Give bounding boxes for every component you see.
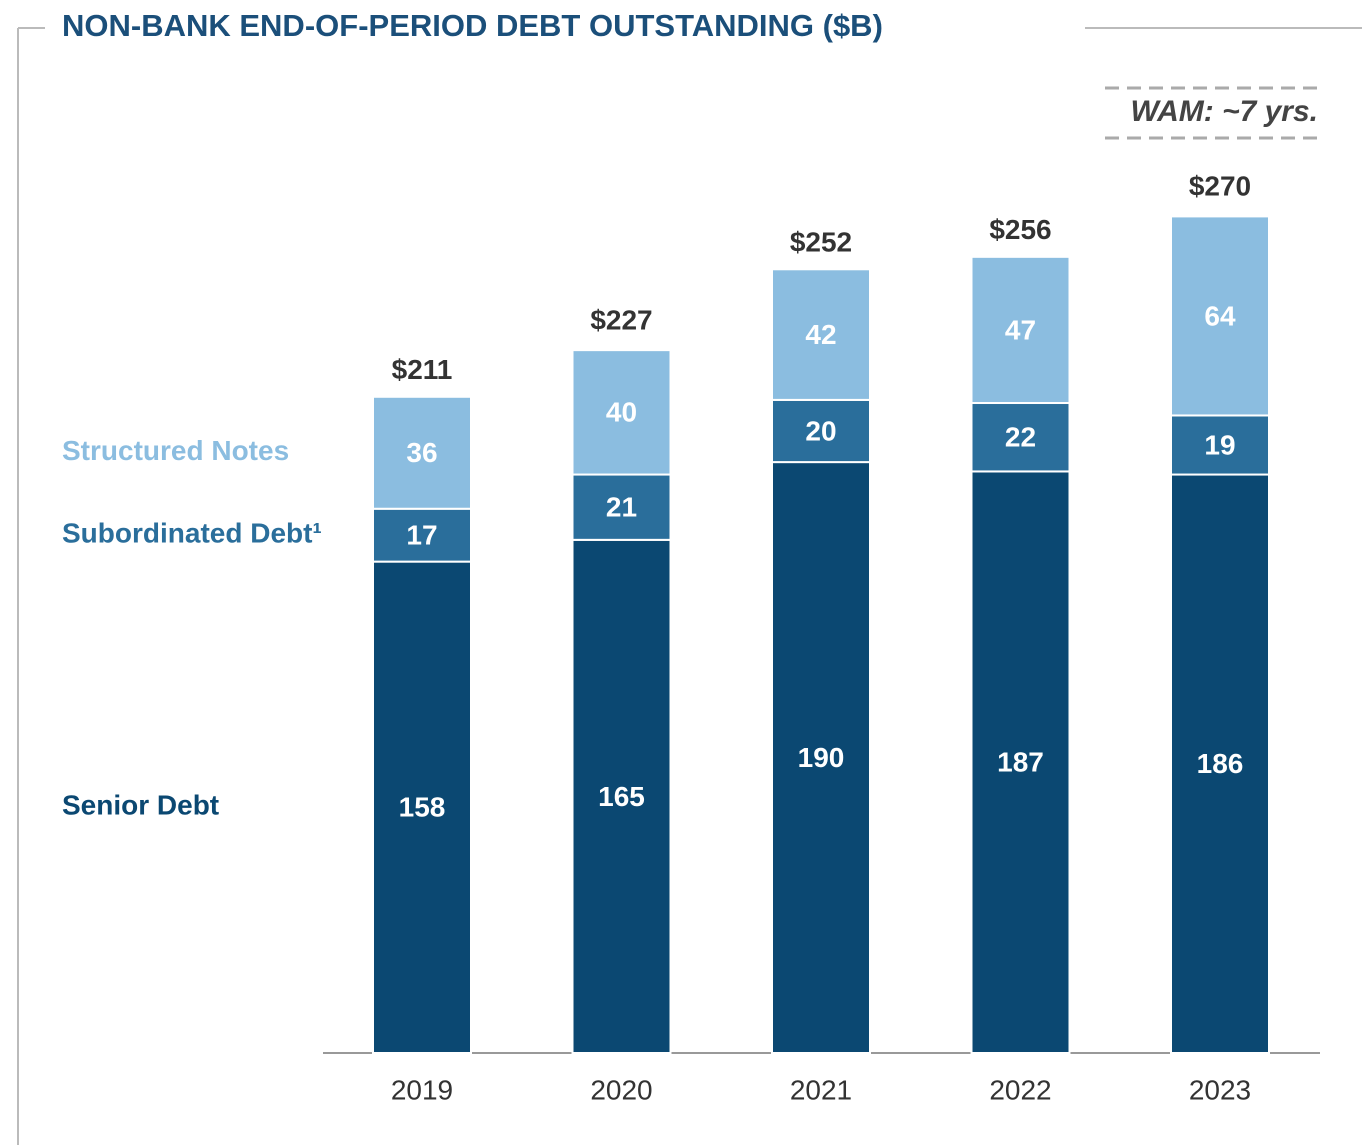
- x-tick-label: 2021: [790, 1074, 852, 1105]
- value-label: 19: [1204, 429, 1235, 460]
- bar-segment: [372, 395, 472, 510]
- x-tick-label: 2020: [590, 1074, 652, 1105]
- value-label: 20: [805, 415, 836, 446]
- total-label: $211: [392, 354, 453, 385]
- value-label: 22: [1005, 422, 1036, 453]
- value-label: 190: [798, 742, 845, 773]
- legend-label: Structured Notes: [62, 435, 289, 466]
- value-label: 187: [997, 747, 1044, 778]
- value-label: 165: [598, 781, 645, 812]
- value-label: 186: [1197, 748, 1244, 779]
- bar-segment: [1170, 215, 1270, 417]
- x-tick-label: 2019: [391, 1074, 453, 1105]
- bar-segment: [771, 268, 871, 401]
- bar-segment: [571, 349, 672, 476]
- value-label: 64: [1204, 300, 1236, 331]
- bar-segment: [372, 560, 472, 1054]
- value-label: 21: [606, 492, 637, 523]
- legend-label: Senior Debt: [62, 790, 219, 821]
- bar-segment: [1170, 473, 1270, 1055]
- bar-segment: [970, 470, 1071, 1054]
- total-label: $227: [590, 304, 652, 335]
- total-label: $252: [790, 227, 852, 258]
- bar-segment: [571, 538, 672, 1054]
- value-label: 42: [805, 319, 836, 350]
- bar-segment: [571, 473, 672, 541]
- value-label: 17: [406, 520, 437, 551]
- bar-segment: [970, 255, 1071, 405]
- value-label: 36: [406, 437, 437, 468]
- bar-segment: [1170, 414, 1270, 476]
- bar-segment: [970, 402, 1071, 473]
- value-label: 158: [399, 792, 446, 823]
- bar-segment: [771, 398, 871, 464]
- chart-title: NON-BANK END-OF-PERIOD DEBT OUTSTANDING …: [62, 8, 883, 43]
- value-label: 40: [606, 397, 637, 428]
- value-label: 47: [1005, 314, 1036, 345]
- annotation: WAM: ~7 yrs.: [1130, 95, 1318, 128]
- legend-label: Subordinated Debt¹: [62, 518, 322, 549]
- x-tick-label: 2023: [1189, 1074, 1251, 1105]
- total-label: $270: [1189, 171, 1251, 202]
- x-tick-label: 2022: [989, 1074, 1051, 1105]
- bar-segment: [771, 461, 871, 1055]
- total-label: $256: [989, 214, 1051, 245]
